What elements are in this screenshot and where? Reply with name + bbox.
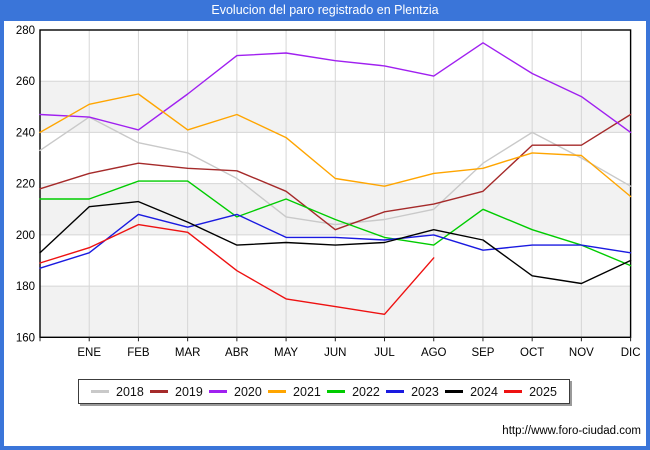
source-url: http://www.foro-ciudad.com	[502, 425, 641, 437]
x-month-label: ENE	[77, 347, 101, 359]
x-month-label: MAR	[175, 347, 201, 359]
series-line-2023	[39, 213, 632, 269]
series-line-2020	[39, 42, 632, 134]
legend-label-2024: 2024	[470, 384, 498, 399]
legend-item-2021: 2021	[268, 385, 321, 399]
x-month-label: SEP	[471, 347, 494, 359]
legend-item-2025: 2025	[504, 385, 557, 399]
x-month-label: AGO	[421, 347, 447, 359]
legend-dash-2020	[209, 390, 228, 393]
legend-dash-2023	[386, 390, 405, 393]
series-line-2022	[39, 180, 632, 267]
series-line-2019	[39, 113, 632, 231]
y-tick-label: 280	[16, 25, 35, 37]
legend-label-2021: 2021	[293, 384, 321, 399]
y-tick-label: 240	[16, 127, 35, 139]
legend-label-2019: 2019	[175, 384, 203, 399]
x-month-label: JUL	[374, 347, 395, 359]
legend-dash-2021	[268, 390, 287, 393]
series-line-2024	[39, 200, 632, 285]
legend-label-2025: 2025	[529, 384, 557, 399]
legend-item-2024: 2024	[445, 385, 498, 399]
y-tick-label: 200	[16, 230, 35, 242]
legend-dash-2025	[504, 390, 523, 393]
x-month-label: FEB	[127, 347, 150, 359]
series-line-2021	[39, 93, 632, 198]
legend-dash-2022	[327, 390, 346, 393]
legend-dash-2024	[445, 390, 464, 393]
chart-legend: 2018 2019 2020 2021 2022 2023 2024 2025	[78, 379, 570, 404]
x-month-label: JUN	[324, 347, 346, 359]
legend-label-2020: 2020	[234, 384, 262, 399]
legend-label-2018: 2018	[116, 384, 144, 399]
legend-label-2023: 2023	[411, 384, 439, 399]
x-month-label: NOV	[569, 347, 594, 359]
series-line-2025	[39, 223, 435, 315]
x-month-label: DIC	[621, 347, 641, 359]
y-tick-label: 220	[16, 179, 35, 191]
y-tick-label: 180	[16, 281, 35, 293]
series-line-2018	[39, 116, 632, 226]
legend-dash-2019	[150, 390, 169, 393]
legend-dash-2018	[91, 390, 109, 393]
legend-item-2022: 2022	[327, 385, 380, 399]
legend-item-2018: 2018	[91, 385, 144, 399]
legend-item-2023: 2023	[386, 385, 439, 399]
legend-label-2022: 2022	[352, 384, 380, 399]
y-tick-label: 260	[16, 76, 35, 88]
x-month-label: OCT	[520, 347, 544, 359]
x-month-label: ABR	[225, 347, 249, 359]
legend-item-2020: 2020	[209, 385, 262, 399]
x-month-label: MAY	[274, 347, 298, 359]
legend-item-2019: 2019	[150, 385, 203, 399]
y-tick-label: 160	[16, 332, 35, 344]
chart-title: Evolucion del paro registrado en Plentzi…	[211, 3, 439, 17]
